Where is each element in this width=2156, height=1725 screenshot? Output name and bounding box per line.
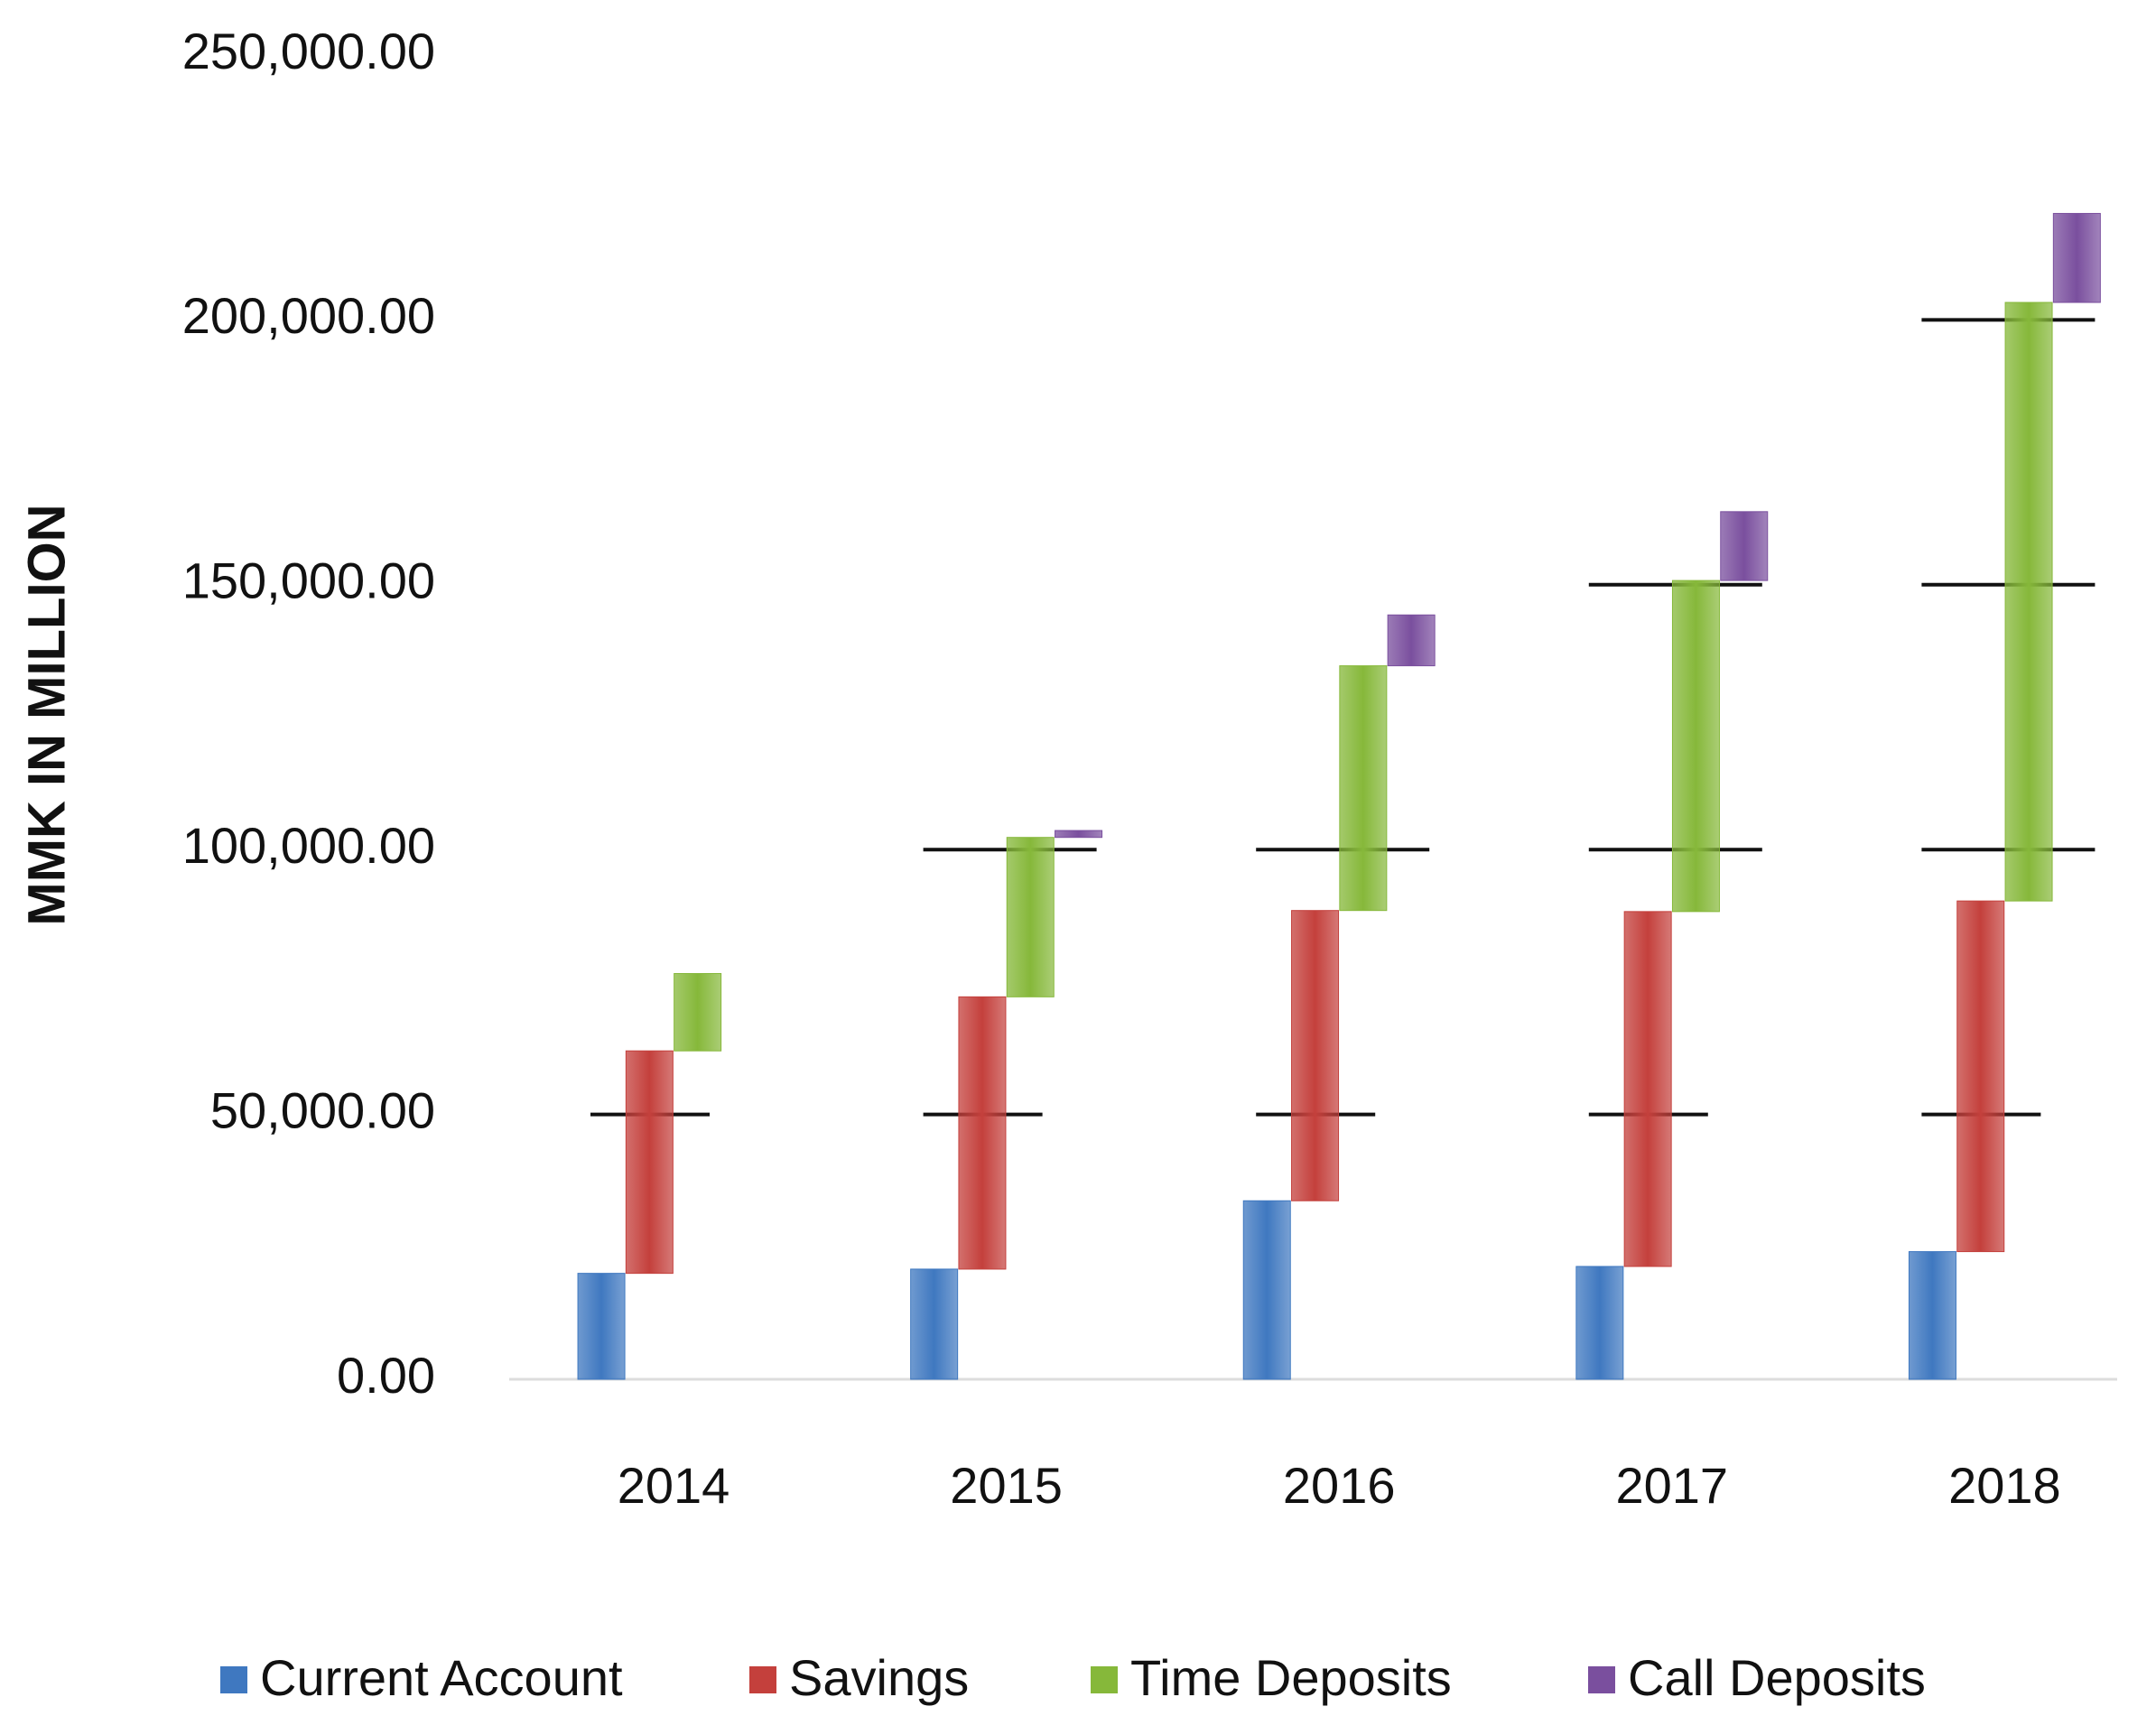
x-tick-label: 2018 xyxy=(1948,1457,2061,1514)
bar xyxy=(1055,830,1103,839)
legend-swatch xyxy=(1588,1666,1615,1693)
x-tick-label: 2016 xyxy=(1283,1457,1396,1514)
bar xyxy=(674,973,722,1052)
bar xyxy=(958,996,1007,1270)
bar xyxy=(1291,910,1340,1201)
bar xyxy=(2004,301,2053,902)
bar xyxy=(577,1273,626,1380)
y-tick-label: 0.00 xyxy=(337,1347,435,1404)
legend-swatch xyxy=(749,1666,776,1693)
bar xyxy=(910,1268,959,1380)
legend-label: Savings xyxy=(789,1649,969,1706)
y-tick-label: 250,000.00 xyxy=(182,23,435,79)
bar xyxy=(2052,212,2101,303)
bar xyxy=(625,1050,674,1275)
y-tick-label: 200,000.00 xyxy=(182,287,435,344)
legend-label: Current Account xyxy=(260,1649,623,1706)
x-tick-label: 2017 xyxy=(1616,1457,1729,1514)
bar xyxy=(1720,511,1769,581)
bar xyxy=(1575,1266,1624,1380)
x-tick-label: 2015 xyxy=(950,1457,1063,1514)
x-tick-label: 2014 xyxy=(618,1457,730,1514)
legend-swatch xyxy=(220,1666,247,1693)
legend-swatch xyxy=(1091,1666,1118,1693)
bar xyxy=(1339,665,1388,912)
legend-label: Time Deposits xyxy=(1130,1649,1452,1706)
y-tick-label: 100,000.00 xyxy=(182,817,435,874)
bar xyxy=(1387,614,1436,667)
bar xyxy=(1623,911,1672,1267)
legend-label: Call Deposits xyxy=(1628,1649,1926,1706)
bar xyxy=(1242,1200,1291,1380)
y-tick-label: 50,000.00 xyxy=(210,1081,435,1138)
bar xyxy=(1671,580,1720,913)
bar xyxy=(1956,900,2005,1253)
bar xyxy=(1006,837,1055,997)
y-axis-label: MMK IN MILLION xyxy=(17,504,76,925)
y-tick-label: 150,000.00 xyxy=(182,552,435,609)
bar xyxy=(1908,1251,1956,1380)
